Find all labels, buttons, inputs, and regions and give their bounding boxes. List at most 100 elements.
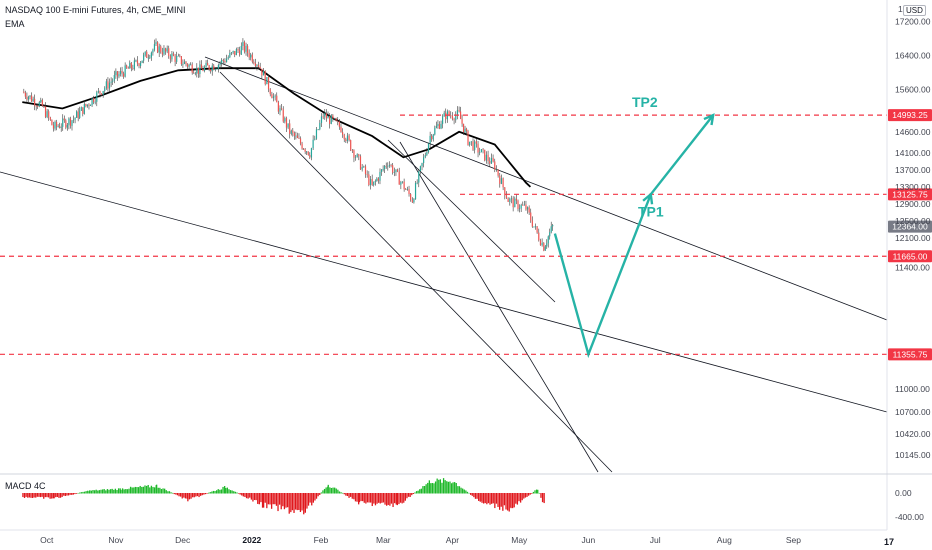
candle-body: [533, 226, 535, 228]
macd-bar: [434, 481, 437, 494]
macd-bar: [87, 490, 89, 494]
macd-bar: [187, 493, 189, 502]
macd-bar: [249, 493, 251, 498]
macd-bar: [181, 493, 183, 499]
macd-bar: [322, 490, 324, 494]
macd-bar: [264, 493, 266, 503]
candle-body: [295, 135, 297, 137]
macd-bar: [253, 493, 256, 501]
candle-body: [395, 169, 397, 173]
last-price-label: 12364.00: [892, 222, 928, 232]
candle-body: [279, 108, 281, 112]
candle-body: [376, 178, 378, 181]
macd-bar: [288, 493, 290, 514]
macd-bar: [261, 493, 264, 508]
macd-bar: [226, 487, 228, 494]
candle-body: [467, 130, 469, 146]
macd-bar: [97, 490, 99, 494]
candle-body: [487, 154, 489, 162]
macd-bar: [309, 493, 311, 503]
macd-bar: [371, 493, 373, 507]
macd-bar: [141, 486, 143, 494]
candle-body: [214, 68, 216, 70]
macd-bar: [465, 490, 467, 494]
macd-bar: [484, 493, 486, 504]
candle-body: [359, 156, 362, 170]
macd-bar: [36, 493, 38, 497]
axis-toggle[interactable]: 18: [898, 4, 907, 14]
candle-body: [320, 116, 323, 123]
macd-bar: [387, 493, 389, 505]
candle-body: [30, 95, 33, 102]
macd-bar: [374, 493, 377, 506]
macd-bar: [193, 493, 195, 498]
candle-body: [343, 134, 345, 140]
x-tick-label: Apr: [446, 535, 459, 545]
candle-body: [298, 137, 300, 139]
candle-body: [393, 172, 395, 173]
candle-body: [541, 242, 543, 246]
candle-body: [32, 98, 34, 102]
macd-bar: [412, 493, 414, 494]
macd-bar: [386, 493, 388, 506]
candle-body: [379, 171, 381, 181]
candle-body: [210, 69, 212, 72]
candle-body: [505, 195, 508, 199]
macd-bar: [303, 493, 305, 515]
macd-bar: [285, 493, 287, 508]
candle-body: [332, 115, 334, 119]
candle-body: [123, 73, 125, 77]
candle-body: [136, 60, 139, 64]
candle-body: [247, 45, 249, 54]
macd-bar: [120, 489, 122, 494]
ema-indicator-label[interactable]: EMA: [5, 19, 25, 29]
price-level-label: 14993.25: [892, 110, 928, 120]
candle-body: [299, 138, 302, 144]
macd-bar: [150, 485, 153, 494]
macd-bar: [228, 489, 230, 494]
macd-bar: [217, 489, 219, 494]
macd-bar: [176, 493, 179, 496]
macd-bar: [89, 490, 91, 494]
candle-body: [507, 198, 509, 202]
candle-body: [427, 143, 430, 153]
macd-bar: [260, 493, 262, 503]
macd-bar: [208, 492, 210, 494]
macd-bar: [419, 489, 421, 494]
macd-bar: [381, 493, 383, 503]
macd-bar: [494, 493, 496, 509]
macd-bar: [399, 493, 402, 503]
macd-bar: [403, 493, 405, 503]
macd-bar: [345, 493, 347, 496]
macd-bar: [396, 493, 398, 506]
macd-bar: [290, 493, 292, 513]
macd-bar: [354, 493, 357, 502]
candle-body: [272, 96, 275, 99]
candle-body: [46, 111, 48, 118]
macd-bar: [245, 493, 248, 499]
tradingview-logo[interactable]: 17: [884, 537, 895, 547]
macd-bar: [376, 493, 378, 504]
currency-button[interactable]: USD: [903, 5, 926, 16]
candle-body: [510, 198, 513, 200]
candle-body: [60, 126, 62, 128]
candle-body: [164, 48, 167, 52]
trendline: [387, 139, 556, 303]
macd-bar: [406, 493, 408, 499]
macd-bar: [427, 482, 429, 494]
macd-indicator-label[interactable]: MACD 4C: [5, 481, 46, 491]
macd-bar: [315, 493, 318, 499]
candle-body: [329, 116, 331, 124]
macd-bar: [334, 487, 336, 494]
candle-body: [465, 128, 468, 131]
candle-body: [124, 65, 126, 77]
y-tick-label: 17200.00: [895, 17, 931, 27]
candle-body: [250, 54, 252, 58]
macd-bar: [470, 493, 472, 495]
macd-bar: [415, 491, 418, 494]
candle-body: [182, 63, 184, 65]
candle-body: [59, 126, 61, 128]
candle-body: [193, 72, 195, 74]
macd-bar: [49, 493, 51, 499]
